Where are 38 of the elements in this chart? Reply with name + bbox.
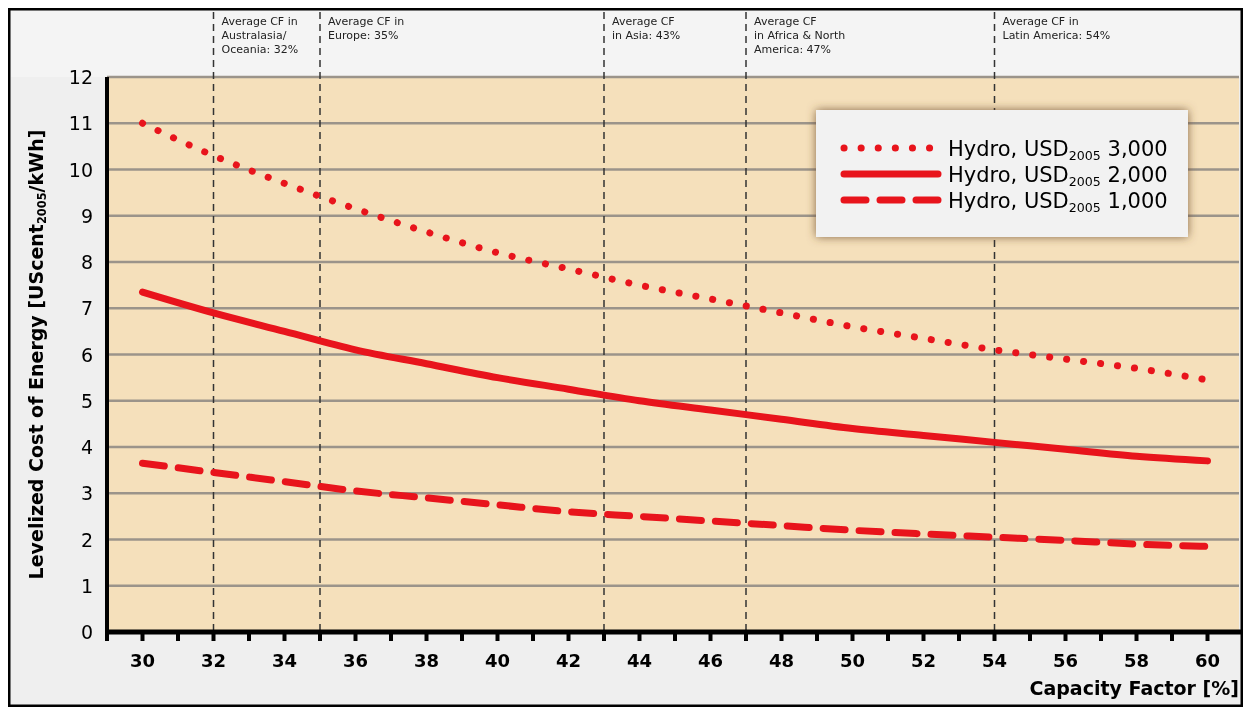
y-tick-label: 0 <box>80 621 93 643</box>
y-tick-label: 10 <box>68 158 93 181</box>
y-tick-label: 5 <box>80 389 93 412</box>
x-tick-label: 44 <box>626 650 653 671</box>
x-tick-label: 58 <box>1123 650 1150 671</box>
x-axis-title: Capacity Factor [%] <box>1029 677 1239 699</box>
x-tick-label: 54 <box>981 650 1008 671</box>
x-tick-label: 48 <box>768 650 795 671</box>
legend-label: Hydro, USD$_{2005}$ 3,000 <box>948 137 1168 163</box>
x-tick-label: 60 <box>1194 650 1221 671</box>
x-tick-label: 42 <box>555 650 582 671</box>
y-tick-label: 7 <box>80 297 93 320</box>
x-tick-label: 38 <box>413 650 440 671</box>
ref-line-label: Average CF in Australasia/ Oceania: 32% <box>221 15 299 56</box>
x-tick-label: 36 <box>342 650 369 671</box>
ref-line-label: Average CF in Latin America: 54% <box>1002 15 1111 42</box>
x-tick-label: 30 <box>129 650 156 671</box>
y-tick-label: 8 <box>80 251 93 273</box>
x-tick-label: 32 <box>200 650 227 671</box>
legend-label: Hydro, USD$_{2005}$ 1,000 <box>948 189 1168 215</box>
ref-line-label: Average CF in Europe: 35% <box>328 15 405 42</box>
x-tick-label: 34 <box>271 650 298 671</box>
y-tick-label: 4 <box>80 436 93 458</box>
y-tick-label: 1 <box>80 574 93 597</box>
x-tick-label: 50 <box>839 650 866 671</box>
y-tick-label: 11 <box>68 112 93 135</box>
x-tick-label: 56 <box>1052 650 1079 671</box>
legend-label: Hydro, USD$_{2005}$ 2,000 <box>948 163 1168 189</box>
x-tick-label: 52 <box>910 650 937 671</box>
x-tick-label: 40 <box>484 650 511 671</box>
ref-line-label: Average CF in Asia: 43% <box>612 15 681 42</box>
y-tick-label: 6 <box>80 343 93 366</box>
y-tick-label: 9 <box>80 204 93 227</box>
y-tick-label: 3 <box>80 482 93 505</box>
y-tick-label: 2 <box>80 528 93 551</box>
ref-line-label: Average CF in Africa & North America: 47% <box>754 15 846 56</box>
y-tick-label: 12 <box>68 66 93 88</box>
x-tick-label: 46 <box>697 650 724 671</box>
